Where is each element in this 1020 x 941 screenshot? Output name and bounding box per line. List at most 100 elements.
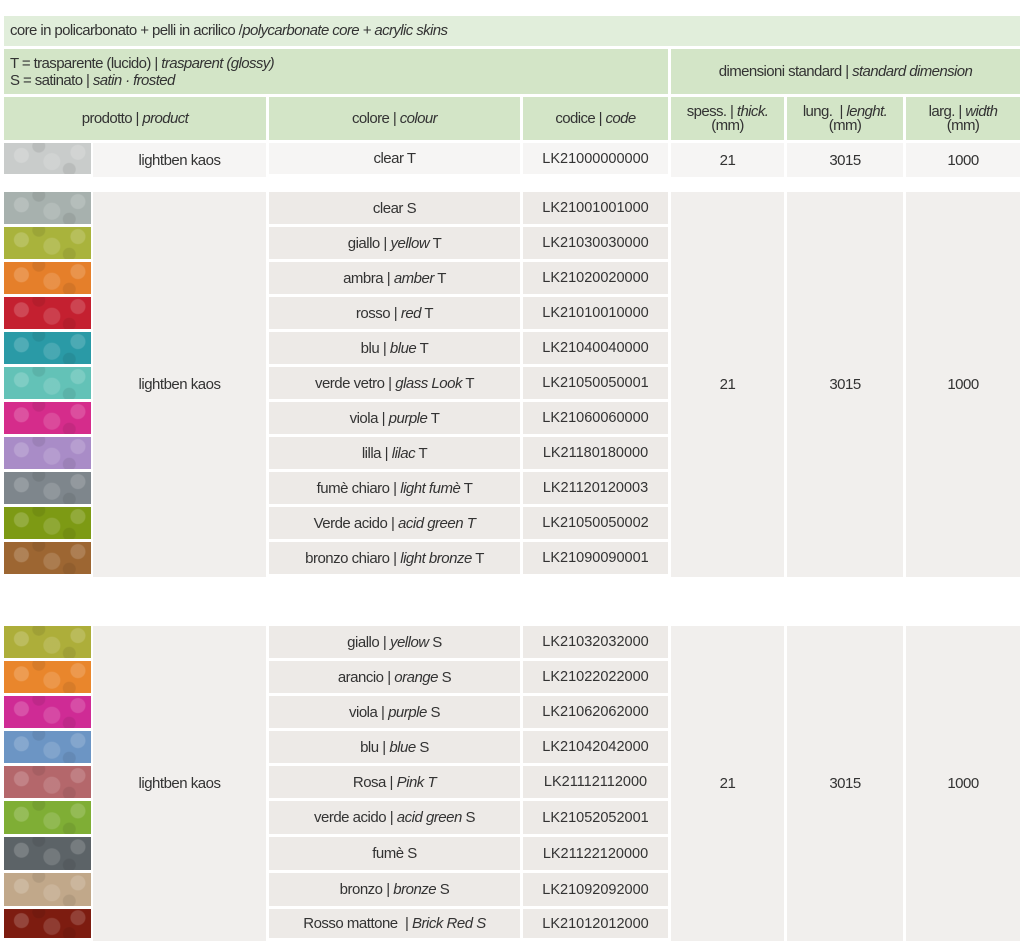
product-name: lightben kaos <box>138 376 221 393</box>
length-value: 3015 <box>829 151 861 169</box>
colour-cell: verde vetro | glass Look T <box>269 367 520 399</box>
code-cell: LK21040040000 <box>523 332 668 364</box>
colour-finish: T <box>433 269 446 287</box>
thickness-cell: 21 <box>671 192 784 577</box>
product-code: LK21040040000 <box>542 340 649 356</box>
width-value: 1000 <box>947 775 979 792</box>
colour-cell: arancio | orange S <box>269 661 520 693</box>
code-cell: LK21090090001 <box>523 542 668 574</box>
colour-name: ambra | amber T <box>343 270 446 287</box>
col-header-colour: colore | colour <box>269 97 520 140</box>
colour-name: fumè chiaro | light fumè T <box>317 480 473 497</box>
colour-swatch <box>4 507 91 539</box>
colour-name-it: lilla | <box>361 444 392 462</box>
table-title: core in policarbonato + pelli in acrilic… <box>10 22 448 39</box>
colour-swatch <box>4 472 91 504</box>
legend-cell: T = trasparente (lucido) | trasparent (g… <box>4 49 668 94</box>
table-title-bar: core in policarbonato + pelli in acrilic… <box>4 16 1020 46</box>
colour-name-en: glass Look <box>395 374 462 392</box>
colour-name-en: blue <box>389 339 417 357</box>
colour-finish: T <box>460 479 473 497</box>
colour-name-en: light fumè <box>400 479 461 497</box>
colour-name: clear T <box>373 150 416 167</box>
colour-name: blu | blue T <box>361 340 429 357</box>
length-value: 3015 <box>829 775 861 792</box>
colour-cell: bronzo | bronze S <box>269 873 520 906</box>
colour-cell: giallo | yellow T <box>269 227 520 259</box>
colour-cell: viola | purple T <box>269 402 520 434</box>
colour-swatch <box>4 143 91 174</box>
colour-name-en: red <box>400 304 422 322</box>
code-cell: LK21062062000 <box>523 696 668 728</box>
colour-cell: bronzo chiaro | light bronze T <box>269 542 520 574</box>
colour-name: viola | purple T <box>350 410 440 427</box>
code-cell: LK21112112000 <box>523 766 668 798</box>
colour-cell: Rosso mattone | Brick Red S <box>269 909 520 938</box>
product-code: LK21001001000 <box>542 200 649 216</box>
colour-name: rosso | red T <box>355 304 434 322</box>
code-cell: LK21060060000 <box>523 402 668 434</box>
product-code: LK21120120003 <box>542 480 649 496</box>
colour-swatch <box>4 262 91 294</box>
colour-cell: blu | blue S <box>269 731 520 763</box>
product-code: LK21060060000 <box>542 410 649 426</box>
colour-cell: lilla | lilac T <box>269 437 520 469</box>
colour-name: arancio | orange S <box>338 669 452 686</box>
thickness-value: 21 <box>719 376 736 393</box>
length-cell: 3015 <box>787 626 903 941</box>
legend-transparent: T = trasparente (lucido) | trasparent (g… <box>10 54 275 72</box>
product-code: LK21122120000 <box>542 845 649 862</box>
colour-name: verde acido | acid green S <box>314 809 476 826</box>
thickness-value: 21 <box>719 775 736 792</box>
colour-name-en: acid green <box>396 809 463 826</box>
colour-swatch <box>4 766 91 798</box>
colour-swatch <box>4 192 91 224</box>
colour-swatch <box>4 909 91 938</box>
code-cell: LK21042042000 <box>523 731 668 763</box>
colour-name-it: ambra | <box>343 269 394 287</box>
colour-name-it: blu | <box>360 339 390 357</box>
legend-satin: S = satinato | satin · frosted <box>10 71 175 89</box>
product-code: LK21090090001 <box>542 550 649 566</box>
colour-name-en: yellow <box>389 633 429 651</box>
colour-name-it: verde vetro | <box>314 374 396 392</box>
code-cell: LK21180180000 <box>523 437 668 469</box>
width-cell: 1000 <box>906 626 1020 941</box>
width-value: 1000 <box>947 151 979 169</box>
col-header-product: prodotto | product <box>4 97 266 140</box>
product-code: LK21020020000 <box>542 270 649 286</box>
colour-name-it: rosso | <box>355 304 401 322</box>
width-cell: 1000 <box>906 192 1020 577</box>
product-name: lightben kaos <box>138 775 221 792</box>
colour-name-it: Rosa | <box>352 773 397 791</box>
code-cell: LK21050050001 <box>523 367 668 399</box>
colour-name: bronzo chiaro | light bronze T <box>305 550 484 567</box>
width-cell: 1000 <box>906 143 1020 177</box>
colour-swatch <box>4 437 91 469</box>
colour-swatch <box>4 227 91 259</box>
colour-cell: viola | purple S <box>269 696 520 728</box>
colour-swatch <box>4 801 91 834</box>
colour-name-en: acid green T <box>398 514 476 532</box>
colour-name: giallo | yellow S <box>347 634 442 651</box>
colour-swatch <box>4 731 91 763</box>
colour-name-it: giallo | <box>347 234 391 252</box>
colour-finish: T <box>427 409 440 427</box>
colour-finish: S <box>461 809 476 826</box>
colour-finish: S <box>428 633 442 651</box>
code-cell: LK21030030000 <box>523 227 668 259</box>
colour-name-it: blu | <box>360 738 390 756</box>
length-cell: 3015 <box>787 143 903 177</box>
code-cell: LK21001001000 <box>523 192 668 224</box>
code-cell: LK21000000000 <box>523 143 668 174</box>
colour-name-en: purple <box>388 409 428 427</box>
colour-cell: rosso | red T <box>269 297 520 329</box>
colour-swatch <box>4 542 91 574</box>
colour-cell: clear S <box>269 192 520 224</box>
colour-name-it: bronzo | <box>339 881 394 898</box>
product-code: LK21050050001 <box>542 375 649 391</box>
code-cell: LK21122120000 <box>523 837 668 870</box>
width-value: 1000 <box>947 376 979 393</box>
code-cell: LK21020020000 <box>523 262 668 294</box>
